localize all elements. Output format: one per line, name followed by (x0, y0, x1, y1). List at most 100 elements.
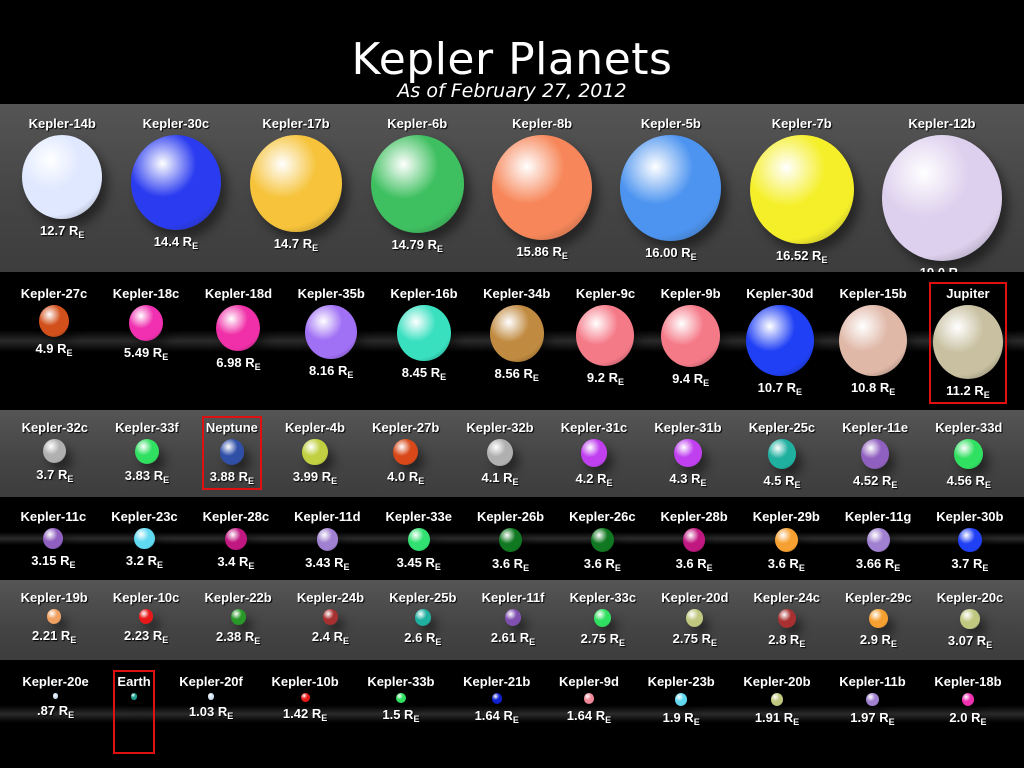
radius-unit-subscript: E (605, 714, 612, 725)
planet-row: Kepler-19b 2.21 RE Kepler-10c 2.23 RE Kepler… (0, 580, 1024, 660)
radius-value: 3.6 (767, 555, 790, 571)
planet-kepler-20c: Kepler-20c 3.07 RE (933, 586, 1007, 654)
planet-name: Kepler-27b (372, 420, 440, 435)
planet-row: Kepler-11c 3.15 RE Kepler-23c 3.2 RE Kepler-… (0, 497, 1024, 580)
radius-unit: R (217, 703, 228, 719)
planet-kepler-10c: Kepler-10c 2.23 RE (109, 586, 183, 649)
planet-name: Kepler-18c (112, 286, 180, 301)
planet-name: Kepler-18d (204, 286, 273, 301)
radius-value: .87 (37, 702, 59, 718)
planet-sphere (961, 693, 975, 707)
radius-unit: R (408, 469, 419, 485)
planet-radius: 8.45 RE (402, 365, 446, 382)
radius-unit: R (321, 469, 332, 485)
planet-sphere (22, 135, 103, 219)
planet-kepler-31c: Kepler-31c 4.2 RE (557, 416, 631, 492)
radius-unit: R (311, 706, 322, 722)
radius-value: 3.2 (125, 553, 148, 569)
planet-sphere (882, 135, 1002, 261)
planet-sphere (860, 439, 890, 469)
planet-name: Kepler-27c (20, 286, 88, 301)
planet-name: Earth (117, 674, 151, 689)
radius-value: 14.79 (391, 236, 428, 252)
radius-unit-subscript: E (68, 709, 75, 720)
planet-radius: 4.2 RE (575, 471, 612, 488)
planet-sphere (749, 135, 854, 245)
planet-sphere (770, 693, 783, 706)
radius-unit: R (337, 362, 348, 378)
planet-radius: 1.03 RE (189, 704, 233, 721)
planet-radius: 14.79 RE (391, 237, 443, 254)
radius-unit-subscript: E (889, 387, 896, 398)
planet-sphere (620, 135, 722, 241)
planet-sphere (958, 528, 982, 553)
radius-unit: R (975, 473, 985, 489)
planet-name: Kepler-9b (660, 286, 721, 301)
planet-sphere (128, 305, 164, 342)
planet-name: Kepler-29c (845, 590, 912, 605)
planet-kepler-26c: Kepler-26c 3.6 RE (565, 505, 639, 577)
planet-radius: 5.49 RE (124, 345, 168, 362)
radius-value: 4.1 (481, 470, 504, 486)
planet-name: Kepler-11f (481, 590, 545, 605)
planet-sphere (396, 693, 406, 703)
planet-sphere (576, 305, 635, 366)
radius-unit: R (881, 632, 891, 648)
radius-unit-subscript: E (512, 714, 519, 725)
radius-value: 3.6 (583, 555, 606, 571)
planet-sphere (43, 528, 64, 549)
planet-name: Kepler-33f (115, 420, 179, 435)
planet-radius: 9.2 RE (587, 370, 624, 387)
planet-kepler-27c: Kepler-27c 4.9 RE (17, 282, 91, 362)
planet-sphere (686, 609, 704, 628)
planet-sphere (134, 528, 155, 550)
radius-unit: R (681, 244, 691, 260)
radius-unit: R (684, 709, 694, 725)
radius-unit: R (153, 468, 164, 484)
planet-radius: 3.88 RE (210, 469, 254, 486)
planet-sphere (225, 528, 247, 551)
radius-unit-subscript: E (343, 635, 350, 646)
radius-value: 3.7 (36, 467, 58, 483)
planet-kepler-23b: Kepler-23b 1.9 RE (644, 670, 719, 731)
planet-kepler-21b: Kepler-21b 1.64 RE (459, 670, 534, 729)
radius-value: 15.86 (516, 243, 553, 259)
planet-radius: 9.4 RE (672, 371, 709, 388)
planet-radius: 14.4 RE (154, 234, 198, 251)
planet-name: Kepler-26b (476, 509, 545, 524)
planet-sphere (499, 528, 522, 552)
planet-name: Kepler-14b (28, 116, 96, 131)
planet-radius: 2.21 RE (32, 628, 76, 645)
planet-radius: 8.56 RE (495, 366, 539, 383)
page-title: Kepler Planets (351, 34, 673, 85)
radius-unit-subscript: E (690, 251, 697, 262)
planet-radius: 1.64 RE (567, 708, 611, 725)
planet-name: Kepler-17b (262, 116, 330, 131)
radius-unit: R (425, 554, 435, 570)
planet-kepler-11d: Kepler-11d 3.43 RE (290, 505, 364, 576)
radius-value: 2.75 (672, 631, 702, 647)
radius-unit-subscript: E (618, 638, 625, 649)
planet-kepler-12b: Kepler-12b19.0 RE (878, 112, 1006, 286)
radius-unit-subscript: E (561, 250, 568, 261)
planet-name: Kepler-10b (271, 674, 339, 689)
planet-name: Kepler-26c (569, 509, 636, 524)
planet-radius: 3.99 RE (293, 469, 337, 486)
planet-kepler-20e: Kepler-20e .87 RE (18, 670, 92, 724)
planet-kepler-33e: Kepler-33e 3.45 RE (382, 505, 456, 576)
radius-unit: R (152, 345, 163, 361)
planet-radius: 14.7 RE (274, 236, 318, 253)
planet-row: Kepler-27c 4.9 RE Kepler-18c 5.49 RE Kepler-… (0, 272, 1024, 410)
planet-kepler-16b: Kepler-16b 8.45 RE (386, 282, 461, 386)
planet-kepler-30d: Kepler-30d 10.7 RE (742, 282, 817, 401)
planet-radius: 1.97 RE (850, 710, 894, 727)
planet-name: Kepler-7b (771, 116, 832, 131)
planet-kepler-30c: Kepler-30c 14.4 RE (127, 112, 226, 255)
planet-radius: 1.42 RE (283, 706, 327, 723)
radius-value: 12.7 (40, 223, 69, 238)
planet-name: Kepler-20d (661, 590, 729, 605)
radius-unit: R (57, 341, 67, 357)
radius-unit: R (57, 467, 68, 483)
radius-unit: R (812, 248, 822, 264)
planet-kepler-5b: Kepler-5b 16.00 RE (616, 112, 725, 266)
